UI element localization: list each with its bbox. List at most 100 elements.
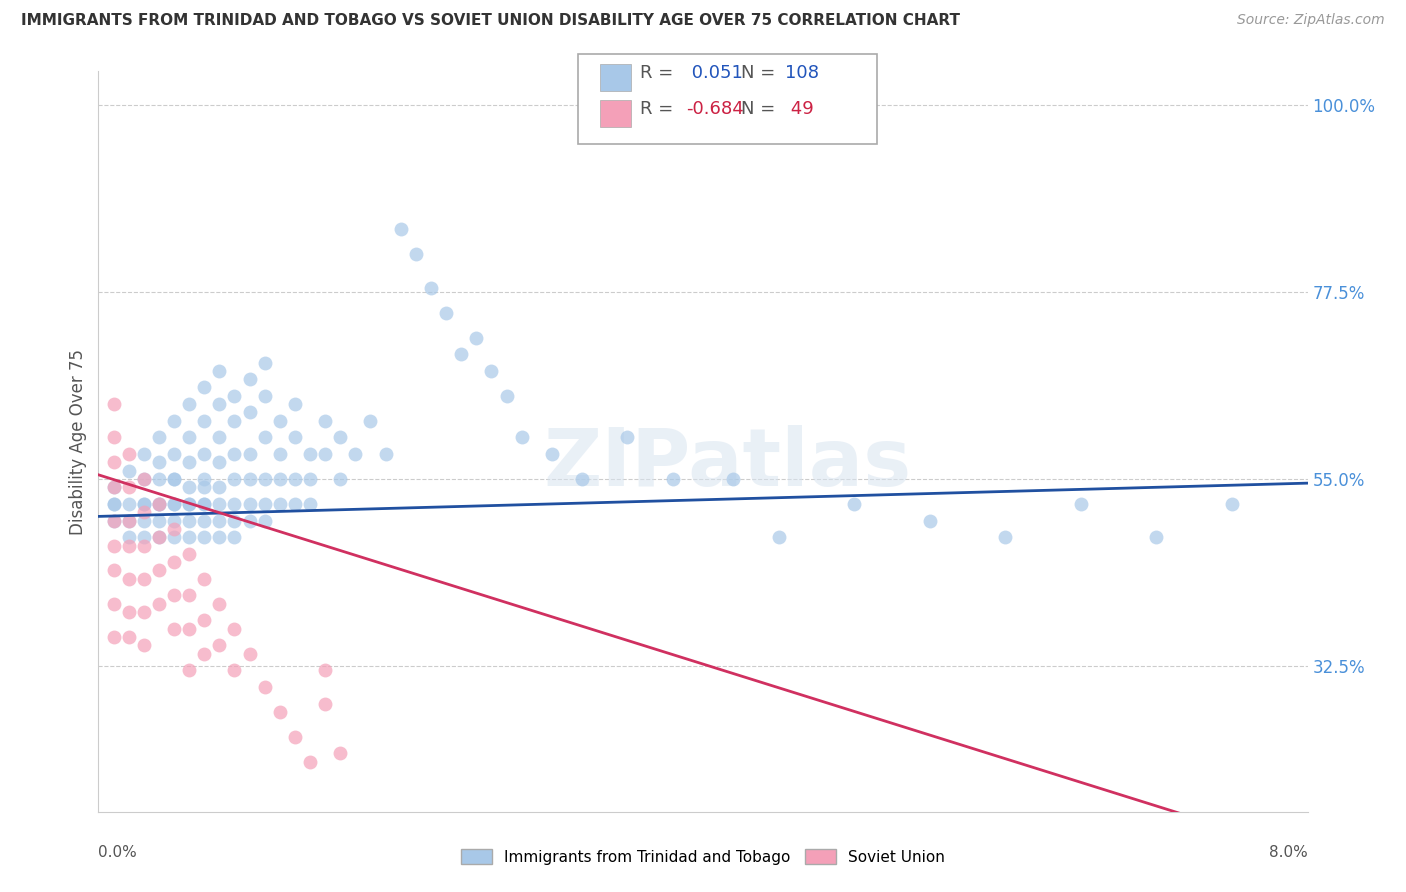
Text: R =: R = (640, 100, 679, 118)
Point (132, 505, 155, 519)
Point (193, 497, 215, 511)
Point (224, 414, 246, 428)
Point (132, 605, 155, 619)
Text: 108: 108 (785, 64, 818, 82)
Point (314, 414, 336, 428)
Point (465, 330, 488, 344)
Point (360, 414, 382, 428)
Point (179, 622, 201, 636)
Point (179, 663, 201, 677)
Point (374, 447, 396, 461)
Point (103, 455, 125, 469)
Point (148, 530, 170, 544)
Point (571, 472, 593, 486)
Point (434, 305, 457, 319)
Text: -0.684: -0.684 (686, 100, 744, 118)
Point (148, 497, 170, 511)
Point (132, 530, 155, 544)
Point (994, 530, 1017, 544)
Text: IMMIGRANTS FROM TRINIDAD AND TOBAGO VS SOVIET UNION DISABILITY AGE OVER 75 CORRE: IMMIGRANTS FROM TRINIDAD AND TOBAGO VS S… (21, 13, 960, 29)
Point (239, 405, 262, 419)
Point (224, 530, 246, 544)
Point (103, 480, 125, 494)
Point (132, 638, 155, 652)
Point (118, 447, 141, 461)
Point (193, 614, 215, 628)
Point (344, 447, 367, 461)
Point (253, 680, 276, 694)
Point (193, 380, 215, 394)
Text: 0.051: 0.051 (686, 64, 742, 82)
Point (148, 455, 170, 469)
Point (329, 747, 352, 761)
Point (299, 472, 322, 486)
Point (224, 663, 246, 677)
Point (224, 622, 246, 636)
Point (224, 497, 246, 511)
Point (450, 347, 472, 361)
Point (179, 430, 201, 444)
Point (118, 530, 141, 544)
Point (103, 539, 125, 553)
Point (208, 514, 231, 528)
Point (163, 555, 186, 569)
Point (193, 497, 215, 511)
Point (208, 364, 231, 378)
Text: 49: 49 (785, 100, 813, 118)
Point (103, 430, 125, 444)
Text: ZIPatlas: ZIPatlas (543, 425, 911, 503)
Point (510, 430, 533, 444)
Point (420, 280, 443, 294)
Point (224, 389, 246, 403)
Point (661, 472, 683, 486)
Point (239, 472, 262, 486)
Point (103, 480, 125, 494)
Point (118, 480, 141, 494)
Point (163, 589, 186, 603)
Point (208, 480, 231, 494)
Point (148, 497, 170, 511)
Point (284, 397, 307, 411)
Point (1220, 497, 1243, 511)
Point (284, 430, 307, 444)
Point (208, 397, 231, 411)
Point (239, 647, 262, 661)
Point (118, 514, 141, 528)
Point (616, 430, 638, 444)
Point (118, 464, 141, 478)
Point (253, 389, 276, 403)
Point (844, 497, 866, 511)
Point (224, 472, 246, 486)
Text: N =: N = (741, 100, 780, 118)
Point (179, 530, 201, 544)
Point (193, 530, 215, 544)
Point (103, 514, 125, 528)
Text: 0.0%: 0.0% (98, 845, 138, 860)
Point (768, 530, 790, 544)
Point (103, 397, 125, 411)
Point (208, 597, 231, 611)
Point (224, 447, 246, 461)
Y-axis label: Disability Age Over 75: Disability Age Over 75 (69, 349, 87, 534)
Text: 8.0%: 8.0% (1268, 845, 1308, 860)
Point (481, 364, 503, 378)
Point (723, 472, 745, 486)
Point (118, 630, 141, 644)
Point (193, 472, 215, 486)
Point (148, 472, 170, 486)
Point (208, 530, 231, 544)
Point (118, 514, 141, 528)
Text: Source: ZipAtlas.com: Source: ZipAtlas.com (1237, 13, 1385, 28)
Point (405, 247, 427, 261)
Point (284, 472, 307, 486)
Point (148, 597, 170, 611)
Point (148, 564, 170, 578)
Point (179, 397, 201, 411)
Point (193, 647, 215, 661)
Point (193, 514, 215, 528)
Point (389, 222, 412, 236)
Point (132, 572, 155, 586)
Point (284, 730, 307, 744)
Point (132, 447, 155, 461)
Point (540, 447, 562, 461)
